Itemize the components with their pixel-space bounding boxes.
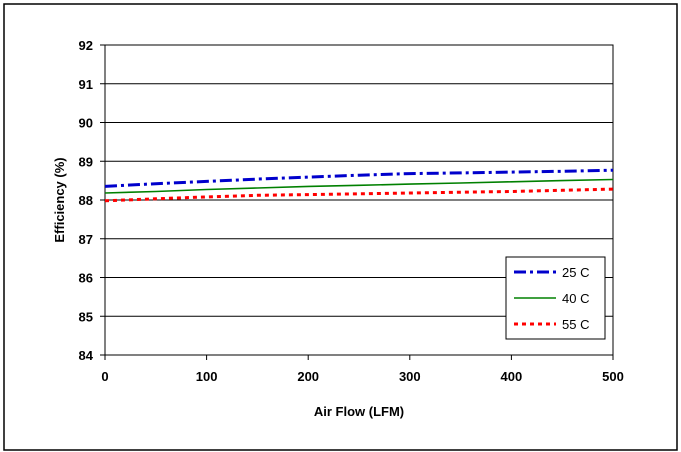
y-tick-label: 90 xyxy=(79,116,93,131)
y-tick-label: 87 xyxy=(79,232,93,247)
tick-labels: 84 85 86 87 88 89 90 91 92 0 100 200 300 400 500 xyxy=(79,38,624,384)
legend-label: 25 C xyxy=(562,265,589,280)
x-tick-label: 400 xyxy=(501,369,523,384)
series-lines xyxy=(104,168,614,203)
legend: 25 C 40 C 55 C xyxy=(505,256,606,340)
y-tick-label: 88 xyxy=(79,193,93,208)
x-tick-label: 200 xyxy=(297,369,319,384)
y-tick-label: 86 xyxy=(79,271,93,286)
chart-outer-frame xyxy=(3,3,678,451)
series-line xyxy=(104,168,614,188)
y-tick-label: 92 xyxy=(79,38,93,53)
x-tick-label: 0 xyxy=(101,369,108,384)
y-tick-label: 91 xyxy=(79,77,93,92)
legend-label: 40 C xyxy=(562,291,589,306)
y-tick-label: 84 xyxy=(79,348,94,363)
y-tick-label: 85 xyxy=(79,309,93,324)
x-tick-label: 300 xyxy=(399,369,421,384)
x-tick-label: 500 xyxy=(602,369,624,384)
x-axis-title: Air Flow (LFM) xyxy=(314,404,404,419)
legend-label: 55 C xyxy=(562,317,589,332)
x-tick-label: 100 xyxy=(196,369,218,384)
series-line xyxy=(104,178,614,194)
y-axis-title: Efficiency (%) xyxy=(52,157,67,242)
y-tick-label: 89 xyxy=(79,154,93,169)
